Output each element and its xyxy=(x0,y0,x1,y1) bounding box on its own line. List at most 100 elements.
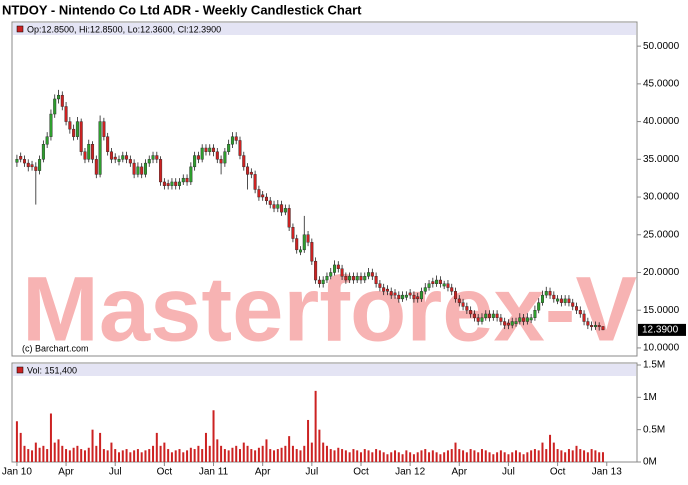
volume-bar xyxy=(38,447,41,462)
candle-body xyxy=(472,313,476,318)
candle-body xyxy=(125,155,129,160)
volume-bar xyxy=(537,450,540,462)
candle-body xyxy=(340,268,344,277)
candle-body xyxy=(200,147,204,160)
volume-bar xyxy=(227,450,230,462)
candle-body xyxy=(291,227,295,239)
volume-bar xyxy=(155,432,158,462)
candle-body xyxy=(310,242,314,262)
volume-bar xyxy=(575,445,578,462)
candle-body xyxy=(378,283,382,288)
candle-body xyxy=(272,204,276,209)
volume-bar xyxy=(401,454,404,462)
candle-body xyxy=(461,302,465,307)
volume-bar xyxy=(564,452,567,462)
candle-body xyxy=(552,294,556,300)
volume-bar xyxy=(530,450,533,462)
candle-body xyxy=(397,294,401,300)
volume-bar xyxy=(76,445,79,462)
candle-body xyxy=(242,155,246,168)
candle-body xyxy=(469,310,473,315)
volume-bar xyxy=(182,452,185,462)
volume-bar xyxy=(598,452,601,462)
candle-body xyxy=(503,321,507,326)
candle-body xyxy=(480,317,484,322)
volume-bar xyxy=(443,452,446,462)
candle-body xyxy=(563,298,567,303)
volume-bar xyxy=(269,449,272,462)
candle-body xyxy=(212,147,216,152)
candle-body xyxy=(193,155,197,168)
volume-bar xyxy=(450,449,453,462)
candle-body xyxy=(597,325,601,328)
volume-bar xyxy=(136,449,139,462)
candle-body xyxy=(83,151,87,160)
y-tick-label: 1M xyxy=(643,392,657,403)
volume-bar xyxy=(193,449,196,462)
candle-body xyxy=(408,292,412,296)
candle-body xyxy=(454,291,458,300)
volume-bar xyxy=(541,442,544,462)
candle-body xyxy=(370,272,374,277)
candle-body xyxy=(567,298,571,303)
volume-bar xyxy=(435,452,438,462)
x-tick-label: Jul xyxy=(305,467,318,478)
volume-bar xyxy=(163,442,166,462)
candle-body xyxy=(87,144,91,160)
x-tick-label: Oct xyxy=(353,467,369,478)
candle-body xyxy=(109,151,113,160)
candle-body xyxy=(257,189,261,198)
candle-body xyxy=(91,144,95,160)
candle-body xyxy=(140,166,144,175)
volume-bar xyxy=(484,450,487,462)
candle-body xyxy=(53,98,57,115)
volume-bar xyxy=(125,449,128,462)
candle-body xyxy=(72,128,76,137)
volume-bar xyxy=(462,450,465,462)
y-tick-label: 0M xyxy=(643,457,657,468)
candle-body xyxy=(106,136,110,152)
candle-body xyxy=(427,283,431,288)
volume-bar xyxy=(261,445,264,462)
volume-bar xyxy=(231,447,234,462)
candle-body xyxy=(151,155,155,160)
candle-body xyxy=(38,159,42,171)
candle-body xyxy=(506,322,510,326)
volume-bar xyxy=(594,450,597,462)
x-tick-label: Apr xyxy=(255,467,271,478)
candle-body xyxy=(79,121,83,152)
candle-body xyxy=(529,317,533,321)
x-tick-label: Jul xyxy=(109,467,122,478)
candle-body xyxy=(223,151,227,164)
candle-body xyxy=(166,183,170,186)
legend-swatch xyxy=(16,366,24,374)
candle-body xyxy=(253,174,257,190)
volume-bar xyxy=(499,450,502,462)
candle-body xyxy=(412,294,416,300)
volume-bar xyxy=(556,449,559,462)
volume-bar xyxy=(223,449,226,462)
volume-bar xyxy=(53,442,56,462)
candle-body xyxy=(389,291,393,296)
volume-bar xyxy=(265,439,268,462)
volume-bar xyxy=(601,452,604,462)
candle-body xyxy=(556,298,560,302)
candle-body xyxy=(476,317,480,322)
candle-body xyxy=(593,325,597,328)
legend-swatch xyxy=(16,25,24,33)
candle-body xyxy=(189,166,193,183)
volume-bar xyxy=(216,439,219,462)
volume-bar xyxy=(65,449,68,462)
candle-body xyxy=(15,159,19,163)
candle-body xyxy=(159,159,163,183)
candle-body xyxy=(499,317,503,322)
candle-body xyxy=(268,200,272,205)
candle-body xyxy=(548,291,552,296)
volume-bar xyxy=(515,450,518,462)
candle-body xyxy=(98,121,102,175)
candle-body xyxy=(215,151,219,160)
candle-body xyxy=(367,272,371,277)
y-tick-label: 10.0000 xyxy=(643,343,680,354)
volume-bar xyxy=(208,445,211,462)
